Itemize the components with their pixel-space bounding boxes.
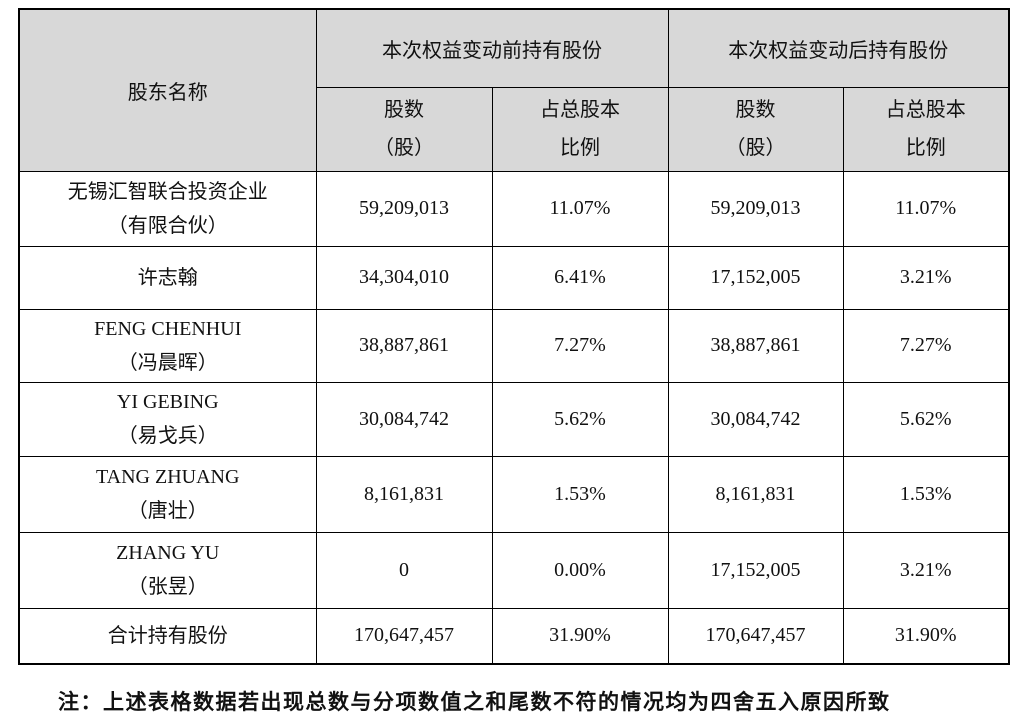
cell-after-ratio: 11.07%	[842, 170, 1010, 247]
table-row: TANG ZHUANG （唐壮） 8,161,831 1.53% 8,161,8…	[18, 455, 1010, 533]
cell-after-ratio: 7.27%	[842, 308, 1010, 383]
cell-shareholder-name: ZHANG YU （张昱）	[18, 531, 317, 609]
shares-label-line1: 股数	[384, 99, 424, 121]
cell-shareholder-name: FENG CHENHUI （冯晨晖）	[18, 308, 317, 383]
shareholder-name-line2: （冯晨晖）	[117, 351, 218, 374]
cell-shareholder-name: TANG ZHUANG （唐壮）	[18, 455, 317, 533]
table-row: 许志翰 34,304,010 6.41% 17,152,005 3.21%	[18, 245, 1010, 310]
shares-label-line2: （股）	[725, 137, 786, 159]
header-row-subcolumns: 股数 （股） 占总股本 比例 股数 （股） 占总股本 比例	[19, 86, 1010, 172]
cell-shareholder-name: YI GEBING （易戈兵）	[18, 381, 317, 457]
table-row: ZHANG YU （张昱） 0 0.00% 17,152,005 3.21%	[18, 531, 1010, 609]
table-row: 无锡汇智联合投资企业 （有限合伙） 59,209,013 11.07% 59,2…	[18, 170, 1010, 247]
cell-before-ratio: 1.53%	[491, 455, 669, 533]
shareholder-name-line1: 无锡汇智联合投资企业	[67, 180, 268, 203]
cell-after-shares: 8,161,831	[667, 455, 844, 533]
ratio-label-line2: 比例	[905, 137, 946, 159]
table-row: YI GEBING （易戈兵） 30,084,742 5.62% 30,084,…	[18, 381, 1010, 457]
cell-after-ratio: 3.21%	[842, 531, 1010, 609]
ratio-label-line2: 比例	[560, 137, 600, 159]
col-header-before-change-group: 本次权益变动前持有股份	[315, 8, 669, 88]
shareholder-name-line1: YI GEBING	[116, 391, 219, 413]
shareholder-name-line2: （易戈兵）	[117, 425, 218, 447]
cell-before-shares: 59,209,013	[315, 170, 493, 247]
cell-after-shares: 17,152,005	[667, 531, 844, 609]
cell-after-shares: 38,887,861	[667, 308, 844, 383]
col-header-shareholder-name: 股东名称	[18, 8, 317, 172]
header-row-groups: 股东名称 本次权益变动前持有股份 本次权益变动后持有股份	[18, 8, 1010, 172]
cell-before-ratio: 5.62%	[491, 381, 669, 457]
cell-shareholder-name: 许志翰	[18, 245, 317, 310]
ratio-label-line1: 占总股本	[885, 99, 966, 121]
cell-after-ratio: 1.53%	[842, 455, 1010, 533]
cell-after-shares: 59,209,013	[667, 170, 844, 247]
cell-before-ratio: 6.41%	[491, 245, 669, 310]
cell-before-ratio: 31.90%	[491, 607, 669, 665]
total-label-line1: 合计持有股份	[107, 624, 228, 647]
shareholder-name-line1: FENG CHENHUI	[94, 317, 242, 340]
cell-after-shares: 17,152,005	[667, 245, 844, 310]
cell-shareholder-name: 无锡汇智联合投资企业 （有限合伙）	[18, 170, 317, 247]
table-row: FENG CHENHUI （冯晨晖） 38,887,861 7.27% 38,8…	[18, 308, 1010, 383]
cell-before-shares: 8,161,831	[315, 455, 493, 533]
shares-label-line2: （股）	[374, 137, 434, 159]
rounding-footnote: 注：上述表格数据若出现总数与分项数值之和尾数不符的情况均为四舍五入原因所致	[58, 690, 891, 714]
cell-before-shares: 34,304,010	[315, 245, 493, 310]
col-header-after-ratio: 占总股本 比例	[842, 86, 1010, 172]
shareholding-table: 股东名称 本次权益变动前持有股份 本次权益变动后持有股份 股数 （股） 占总股本…	[18, 8, 1010, 665]
cell-before-shares: 30,084,742	[315, 381, 493, 457]
cell-after-ratio: 31.90%	[842, 607, 1010, 665]
cell-before-ratio: 0.00%	[491, 531, 669, 609]
col-header-before-shares: 股数 （股）	[315, 86, 493, 172]
shareholder-name-line1: ZHANG YU	[116, 542, 220, 564]
col-header-after-change-group: 本次权益变动后持有股份	[667, 8, 1010, 88]
shareholder-name-line2: （有限合伙）	[107, 214, 228, 237]
shares-label-line1: 股数	[735, 99, 776, 121]
cell-after-shares: 170,647,457	[667, 607, 844, 665]
cell-before-shares: 170,647,457	[315, 607, 493, 665]
cell-after-ratio: 3.21%	[842, 245, 1010, 310]
cell-before-ratio: 11.07%	[491, 170, 669, 247]
cell-before-shares: 0	[315, 531, 493, 609]
ratio-label-line1: 占总股本	[540, 99, 620, 121]
col-header-before-ratio: 占总股本 比例	[491, 86, 669, 172]
cell-after-shares: 30,084,742	[667, 381, 844, 457]
shareholder-name-line2: （唐壮）	[127, 500, 208, 522]
cell-total-label: 合计持有股份	[18, 607, 317, 665]
shareholder-name-line1: 许志翰	[137, 266, 198, 289]
shareholder-name-line1: TANG ZHUANG	[96, 466, 240, 488]
cell-after-ratio: 5.62%	[842, 381, 1010, 457]
shareholder-name-line2: （张昱）	[127, 576, 208, 598]
cell-before-ratio: 7.27%	[491, 308, 669, 383]
table-row-total: 合计持有股份 170,647,457 31.90% 170,647,457 31…	[18, 607, 1010, 665]
col-header-after-shares: 股数 （股）	[667, 86, 844, 172]
cell-before-shares: 38,887,861	[315, 308, 493, 383]
